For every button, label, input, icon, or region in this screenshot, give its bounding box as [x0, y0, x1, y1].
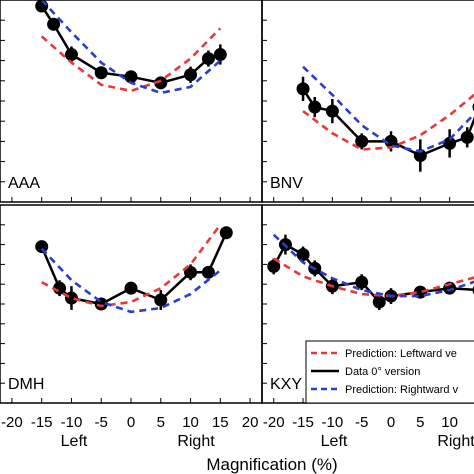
direction-label-left-2: Left: [321, 433, 348, 450]
legend-label-data: Data 0° version: [345, 366, 420, 378]
data-point: [47, 17, 61, 31]
data-point: [413, 149, 427, 163]
data-point: [325, 104, 339, 118]
data-point: [355, 134, 369, 148]
data-point: [154, 293, 168, 307]
series-line-leftward-prediction: [40, 27, 222, 93]
series-line-rightward-prediction: [40, 247, 222, 314]
data-point: [219, 226, 233, 240]
x-tick-label: -5: [95, 414, 108, 431]
data-point: [355, 275, 369, 289]
x-tick-label: -10: [322, 414, 344, 431]
x-tick-label: 0: [387, 414, 395, 431]
direction-label-left: Left: [61, 433, 88, 450]
legend-label-rightward: Prediction: Rightward v: [345, 384, 459, 396]
panel-label-aaa: AAA: [8, 175, 40, 192]
direction-label-right-2: Right: [437, 433, 474, 450]
data-point: [64, 48, 78, 62]
x-tick-label: -20: [1, 414, 23, 431]
panel-frame: [0, 0, 263, 203]
data-point: [201, 265, 215, 279]
x-tick-label: -15: [31, 414, 53, 431]
panel-label-kxy: KXY: [270, 376, 302, 393]
panel-label-bnv: BNV: [270, 175, 303, 192]
data-point: [154, 76, 168, 90]
direction-label-right: Right: [177, 433, 215, 450]
data-point: [124, 70, 138, 84]
data-point: [184, 68, 198, 82]
x-tick-label: 5: [416, 414, 424, 431]
data-point: [64, 291, 78, 305]
data-point: [267, 259, 281, 273]
series-line-rightward-prediction: [40, 0, 222, 95]
x-tick-label: -15: [292, 414, 314, 431]
data-point: [201, 52, 215, 66]
x-tick-label: -20: [263, 414, 285, 431]
data-point: [308, 100, 322, 114]
panel-aaa: AAA: [0, 0, 263, 203]
x-tick-label: 20: [242, 414, 259, 431]
data-point: [213, 48, 227, 62]
legend-label-leftward: Prediction: Leftward ve: [345, 348, 457, 360]
x-tick-label: 0: [127, 414, 135, 431]
data-point: [460, 130, 474, 144]
series-line-leftward-prediction: [302, 93, 474, 151]
data-point: [184, 265, 198, 279]
data-point: [94, 66, 108, 80]
x-tick-label: 5: [157, 414, 165, 431]
data-point: [384, 134, 398, 148]
panel-label-dmh: DMH: [8, 376, 44, 393]
x-tick-label: 10: [441, 414, 458, 431]
data-point: [296, 248, 310, 261]
panel-dmh: DMH: [0, 204, 263, 404]
x-tick-label: 15: [212, 414, 229, 431]
legend: Prediction: Leftward ve Data 0° version …: [305, 340, 474, 404]
panel-kxy: KXY: [261, 204, 474, 404]
panel-frame: [261, 0, 474, 203]
data-point: [124, 281, 138, 295]
series-line-rightward-prediction: [272, 233, 474, 298]
x-tick-label: -10: [61, 414, 83, 431]
series-line-rightward-prediction: [302, 65, 474, 153]
data-point: [296, 82, 310, 96]
x-tick-label: 10: [182, 414, 199, 431]
data-point: [443, 136, 457, 150]
x-axis-label: Magnification (%): [206, 455, 337, 474]
x-tick-label: -5: [355, 414, 368, 431]
data-point: [35, 240, 49, 254]
panel-bnv: BNV: [261, 0, 474, 203]
data-point: [372, 295, 386, 309]
